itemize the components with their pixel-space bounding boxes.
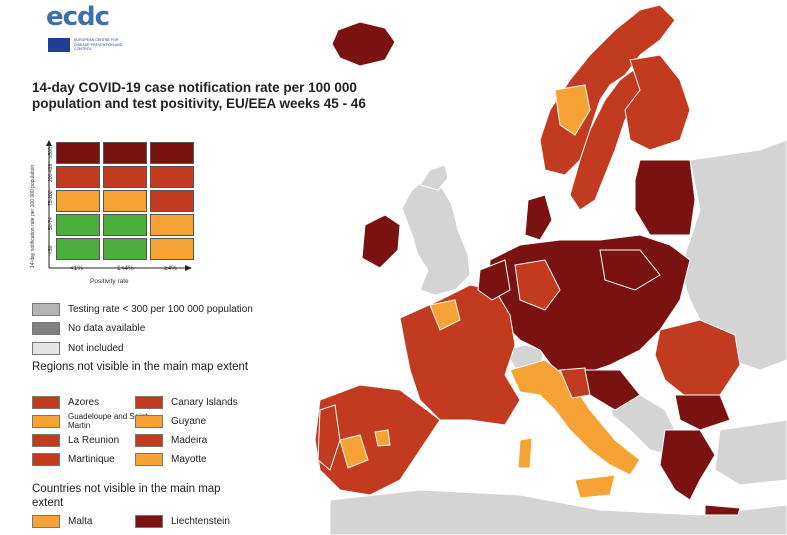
legend-item-swatch	[135, 414, 163, 428]
matrix-cell	[56, 214, 100, 236]
legend-nodata-swatch	[32, 321, 60, 335]
legend-item-label: Malta	[68, 515, 93, 527]
matrix-cell	[103, 142, 147, 164]
map-title: 14-day COVID-19 case notification rate p…	[32, 80, 366, 111]
legend-item-swatch	[32, 414, 60, 428]
matrix-cell	[150, 166, 194, 188]
legend-nodata-label: No data available	[68, 322, 146, 334]
legend-no-data: No data available	[32, 321, 145, 335]
legend-item-swatch	[32, 395, 60, 409]
legend-item-swatch	[135, 433, 163, 447]
matrix-cell	[150, 238, 194, 260]
matrix-legend: 14-day notification rate per 100 000 pop…	[30, 140, 200, 290]
switzerland-area	[504, 344, 546, 369]
bulgaria-region	[674, 394, 731, 431]
non-eu-land	[329, 139, 787, 535]
legend-item-swatch	[135, 395, 163, 409]
legend-item-label: Guadeloupe and Saint Martin	[68, 412, 148, 430]
baltics-region	[634, 159, 696, 236]
ecdc-logo: ecdc EUROPEAN CENTRE FOR DISEASE PREVENT…	[30, 2, 130, 62]
matrix-y-tick: 75-200	[48, 190, 54, 206]
legend-item: Martinique	[32, 452, 115, 466]
matrix-cell	[103, 166, 147, 188]
legend-item-swatch	[32, 433, 60, 447]
matrix-y-tick: 50-74	[48, 217, 54, 230]
eu-flag-icon	[48, 38, 70, 52]
legend-not-included: Not included	[32, 341, 124, 355]
matrix-y-tick: <50	[48, 245, 54, 254]
legend-item-label: Azores	[68, 396, 100, 408]
legend-item: Mayotte	[135, 452, 207, 466]
ecdc-logo-subtext: EUROPEAN CENTRE FOR DISEASE PREVENTION A…	[74, 38, 123, 51]
legend-item-swatch	[135, 514, 163, 528]
legend-item: Madeira	[135, 433, 207, 447]
legend-item-label: Madeira	[171, 434, 208, 446]
legend-notincluded-swatch	[32, 341, 60, 355]
legend-testing-rate: Testing rate < 300 per 100 000 populatio…	[32, 302, 253, 316]
uk-area	[401, 174, 471, 296]
matrix-y-tick: 200-499	[48, 163, 54, 182]
legend-item: Canary Islands	[135, 395, 238, 409]
legend-testing-swatch	[32, 302, 60, 316]
matrix-cell	[150, 190, 194, 212]
legend-item-label: Canary Islands	[171, 396, 238, 408]
legend-testing-label: Testing rate < 300 per 100 000 populatio…	[68, 303, 253, 315]
ecdc-logo-text: ecdc	[46, 2, 110, 32]
matrix-cell	[56, 166, 100, 188]
legend-item-label: Liechtenstein	[171, 515, 230, 527]
turkey-area	[714, 419, 787, 486]
legend-item: Azores	[32, 395, 99, 409]
matrix-x-axis-label: Positivity rate	[90, 278, 129, 285]
legend-item-label: La Reunion	[68, 434, 120, 446]
legend-item: La Reunion	[32, 433, 119, 447]
legend-item: Malta	[32, 514, 92, 528]
matrix-cell	[150, 214, 194, 236]
matrix-cell	[103, 214, 147, 236]
greece-region	[659, 429, 716, 501]
legend-notincluded-label: Not included	[68, 342, 124, 354]
benelux-region	[477, 259, 511, 301]
matrix-x-ticks: <1% 1<4% ≥4%	[56, 265, 194, 275]
matrix-x-tick: ≥4%	[164, 265, 177, 272]
iceland-region	[331, 21, 396, 67]
matrix-axes	[46, 140, 192, 271]
matrix-x-tick: 1<4%	[117, 265, 134, 272]
denmark-region	[524, 194, 553, 241]
matrix-grid	[56, 142, 194, 263]
legend-item-swatch	[32, 514, 60, 528]
matrix-cell	[56, 142, 100, 164]
matrix-cell	[103, 238, 147, 260]
matrix-y-tick: ≥500	[48, 146, 54, 158]
romania-region	[654, 319, 741, 401]
matrix-x-tick: <1%	[70, 265, 84, 272]
ireland-region	[361, 214, 401, 269]
matrix-cell	[56, 190, 100, 212]
matrix-cell	[150, 142, 194, 164]
legend-item-label: Guyane	[171, 415, 207, 427]
regions-heading: Regions not visible in the main map exte…	[32, 361, 249, 373]
legend-item-label: Mayotte	[171, 453, 207, 465]
matrix-cell	[103, 190, 147, 212]
africa-area	[329, 489, 787, 535]
matrix-y-ticks: ≥500 200-499 75-200 50-74 <50	[48, 140, 56, 264]
legend-item: Guyane	[135, 414, 206, 428]
countries-heading: Countries not visible in the main map ex…	[32, 483, 221, 509]
matrix-cell	[56, 238, 100, 260]
legend-item: Guadeloupe and Saint Martin	[32, 412, 148, 430]
legend-item-swatch	[135, 452, 163, 466]
legend-item-swatch	[32, 452, 60, 466]
finland-region	[624, 54, 691, 151]
legend-item: Liechtenstein	[135, 514, 230, 528]
legend-item-label: Martinique	[68, 453, 115, 465]
